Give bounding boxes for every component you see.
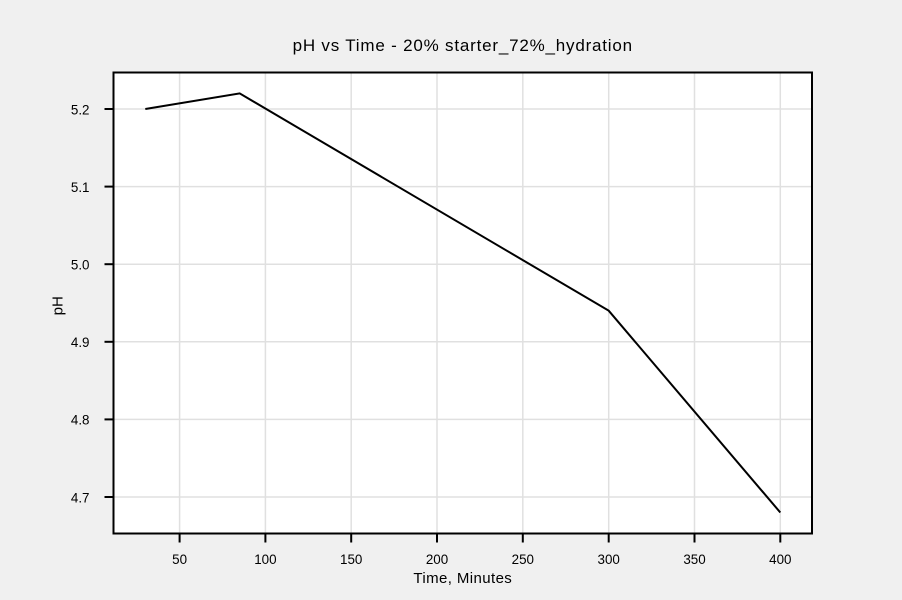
svg-text:300: 300 [598,552,620,567]
svg-text:350: 350 [683,552,705,567]
svg-text:4.8: 4.8 [71,413,90,428]
svg-text:400: 400 [769,552,791,567]
svg-text:5.2: 5.2 [71,102,90,117]
svg-text:pH: pH [50,296,67,315]
svg-text:50: 50 [172,552,187,567]
svg-text:4.7: 4.7 [71,490,90,505]
svg-text:200: 200 [426,552,448,567]
svg-text:pH vs Time - 20% starter_72%_h: pH vs Time - 20% starter_72%_hydration [293,36,633,55]
svg-text:Time, Minutes: Time, Minutes [413,570,512,587]
svg-text:4.9: 4.9 [71,335,90,350]
svg-text:5.0: 5.0 [71,258,90,273]
svg-text:250: 250 [512,552,534,567]
svg-text:100: 100 [254,552,276,567]
svg-text:5.1: 5.1 [71,180,90,195]
svg-text:150: 150 [340,552,362,567]
